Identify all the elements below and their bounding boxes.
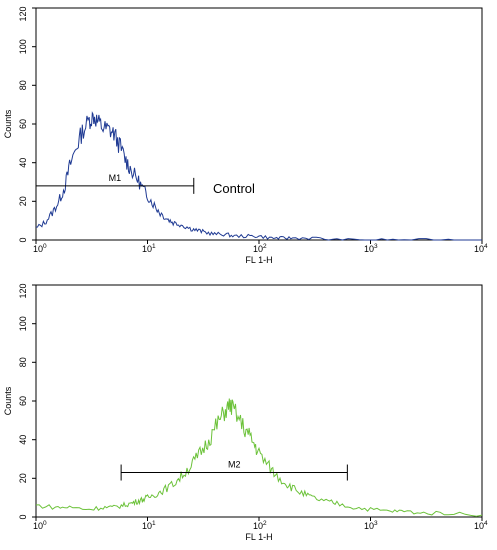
y-tick-label: 0 [18,514,28,519]
y-tick-label: 20 [18,473,28,483]
svg-text:10: 10 [253,244,263,254]
y-tick-label: 120 [18,283,28,298]
x-tick-label: 10 3 [364,243,378,254]
y-tick-label: 60 [18,119,28,129]
histogram-panel-sample: 0 20 40 60 80 100 120 Counts 10 0 10 1 [3,283,488,542]
x-tick-label: 10 1 [142,243,156,254]
svg-text:3: 3 [374,520,378,527]
x-tick-label: 10 4 [474,243,488,254]
gate-label: M1 [109,173,122,183]
x-tick-label: 10 2 [253,243,267,254]
y-axis-label: Counts [3,386,13,415]
control-annotation: Control [213,181,255,196]
y-axis: 0 20 40 60 80 100 120 Counts [3,283,36,520]
plot-frame [35,284,483,518]
svg-text:10: 10 [364,521,374,531]
svg-text:0: 0 [43,520,47,527]
x-axis: 10 0 10 1 10 2 10 3 10 4 FL 1-H [33,240,488,265]
svg-text:4: 4 [484,243,488,250]
svg-text:3: 3 [374,243,378,250]
y-tick-label: 80 [18,357,28,367]
plot-frame [35,7,483,241]
svg-text:4: 4 [484,520,488,527]
svg-text:10: 10 [364,244,374,254]
x-tick-label: 10 2 [253,520,267,531]
y-tick-label: 40 [18,158,28,168]
y-tick-label: 40 [18,435,28,445]
series-line [36,398,483,517]
svg-text:1: 1 [152,520,156,527]
x-tick-label: 10 3 [364,520,378,531]
svg-text:2: 2 [263,520,267,527]
y-tick-label: 60 [18,396,28,406]
x-axis-label: FL 1-H [245,255,272,265]
series-line [35,111,482,241]
x-tick-label: 10 0 [33,520,47,531]
svg-text:10: 10 [142,244,152,254]
gate-marker: M2 [120,460,348,481]
y-tick-label: 100 [18,39,28,54]
svg-text:10: 10 [253,521,263,531]
svg-text:2: 2 [263,243,267,250]
svg-text:10: 10 [33,244,43,254]
y-tick-label: 100 [18,316,28,331]
y-axis: 0 20 40 60 80 100 120 Counts [3,6,36,243]
x-tick-label: 10 1 [142,520,156,531]
gate-label: M2 [228,460,241,470]
y-tick-label: 0 [18,237,28,242]
y-tick-label: 20 [18,196,28,206]
x-tick-label: 10 0 [33,243,47,254]
svg-text:10: 10 [474,244,484,254]
gate-marker: M1 [35,173,195,194]
y-tick-label: 120 [18,6,28,21]
svg-text:1: 1 [152,243,156,250]
x-tick-label: 10 4 [474,520,488,531]
svg-text:10: 10 [142,521,152,531]
histogram-panel-control: 0 20 40 60 80 100 120 Counts 10 0 10 1 [3,6,488,265]
y-tick-label: 80 [18,80,28,90]
svg-text:10: 10 [33,521,43,531]
x-axis: 10 0 10 1 10 2 10 3 10 4 FL 1-H [33,517,488,542]
svg-text:10: 10 [474,521,484,531]
x-axis-label: FL 1-H [245,532,272,542]
y-axis-label: Counts [3,109,13,138]
svg-text:0: 0 [43,243,47,250]
